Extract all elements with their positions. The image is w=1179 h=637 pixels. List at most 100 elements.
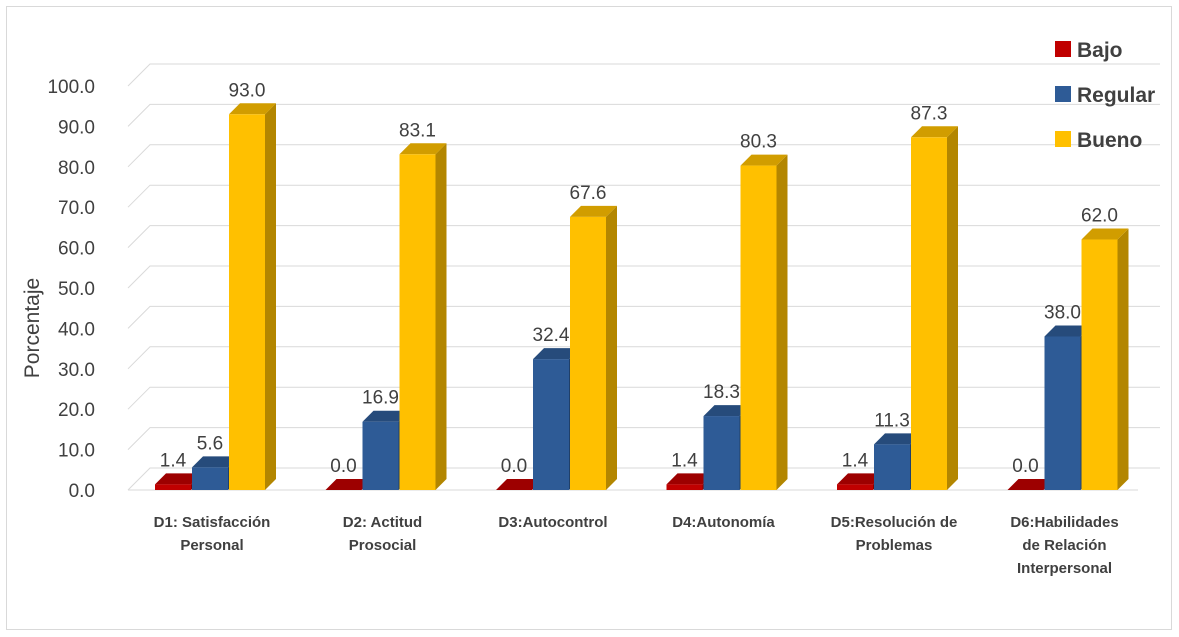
bar-top: [570, 205, 617, 217]
data-label: 1.4: [160, 450, 187, 471]
data-label: 1.4: [671, 450, 698, 471]
bar-top: [874, 433, 921, 445]
bar-side: [606, 205, 617, 490]
gridline: [127, 427, 1160, 450]
x-tick-label: D1: Satisfacción: [154, 514, 271, 531]
legend: Bajo Regular Bueno: [1055, 39, 1155, 152]
data-label: 80.3: [740, 132, 777, 153]
data-label: 0.0: [1012, 456, 1038, 477]
data-label: 83.1: [399, 120, 436, 141]
bar-top: [703, 405, 751, 417]
bar: [1081, 228, 1129, 490]
legend-label: Regular: [1077, 84, 1155, 107]
bar-front: [570, 216, 606, 490]
gridline: [127, 184, 1160, 208]
bar-top: [837, 473, 884, 485]
bar-front: [533, 359, 569, 490]
legend-label: Bueno: [1077, 129, 1142, 152]
y-tick-label: 100.0: [47, 77, 95, 98]
y-tick-label: 50.0: [58, 279, 95, 300]
bar-top: [325, 479, 373, 490]
gridline: [127, 305, 1160, 329]
bar: [570, 205, 617, 490]
bar-side: [265, 103, 276, 490]
bar-side: [776, 154, 788, 490]
x-tick-label: de Relación: [1022, 537, 1106, 554]
x-tick-label: Problemas: [856, 537, 933, 554]
data-label: 87.3: [911, 103, 948, 124]
bar-front: [837, 484, 873, 490]
x-tick-label: Prosocial: [349, 537, 417, 554]
x-tick-label: D6:Habilidades: [1010, 514, 1118, 531]
x-axis: D1: Satisfacción Personal D2: Actitud Proso…: [154, 514, 1119, 577]
legend-swatch: [1055, 131, 1071, 147]
gridline: [127, 467, 1160, 491]
bar-front: [1044, 336, 1081, 490]
gridline: [127, 386, 1160, 410]
data-label: 11.3: [874, 410, 910, 431]
data-label: 38.0: [1044, 302, 1081, 323]
bar-front: [1081, 239, 1118, 490]
bar-top: [399, 143, 447, 155]
data-label: 1.4: [842, 450, 869, 471]
bar-front: [229, 114, 265, 490]
bar-top: [496, 479, 543, 490]
y-tick-label: 60.0: [58, 239, 95, 260]
gridline: [127, 144, 1160, 168]
bar-top: [1081, 228, 1129, 240]
bar-side: [435, 143, 447, 490]
gridline: [127, 346, 1160, 370]
y-tick-label: 10.0: [58, 441, 95, 462]
data-label: 32.4: [533, 325, 570, 346]
x-tick-label: D3:Autocontrol: [498, 514, 607, 531]
bars: [155, 103, 1129, 491]
y-tick-label: 20.0: [58, 400, 95, 421]
bar: [911, 126, 958, 491]
data-labels: 1.4 5.6 93.0 0.0 16.9 83.1 0.0 32.4 67.6 1.4 18.3 8…: [160, 80, 1118, 477]
bar-front: [362, 421, 399, 490]
bar-top: [155, 473, 202, 485]
bar-top: [533, 348, 580, 360]
gridline: [127, 225, 1160, 248]
bar-front: [911, 137, 947, 491]
data-label: 16.9: [362, 388, 399, 409]
x-tick-label: Personal: [180, 537, 243, 554]
data-label: 5.6: [197, 433, 223, 454]
y-tick-label: 90.0: [58, 117, 95, 138]
bar: [399, 143, 447, 490]
data-label: 0.0: [330, 456, 356, 477]
gridline: [127, 63, 1160, 87]
bar: [496, 479, 543, 490]
bar-top: [362, 410, 410, 422]
data-label: 18.3: [703, 382, 740, 403]
bar-top: [911, 126, 958, 138]
y-axis-title: Porcentaje: [21, 278, 44, 378]
y-tick-label: 30.0: [58, 360, 95, 381]
bar-front: [155, 484, 191, 490]
bar-top: [229, 103, 276, 115]
y-tick-label: 70.0: [58, 198, 95, 219]
bar-front: [192, 467, 228, 490]
bar-top: [1007, 479, 1055, 490]
legend-label: Bajo: [1077, 39, 1123, 62]
legend-swatch: [1055, 41, 1071, 57]
legend-swatch: [1055, 86, 1071, 102]
bar-top: [666, 473, 714, 485]
y-tick-label: 0.0: [69, 481, 95, 502]
gridlines: [127, 63, 1160, 491]
x-tick-label: D4:Autonomía: [672, 514, 775, 531]
bar: [229, 103, 276, 490]
gridline: [127, 265, 1160, 289]
x-tick-label: D2: Actitud: [343, 514, 422, 531]
bar: [1007, 479, 1055, 490]
bar-side: [1117, 228, 1129, 490]
data-label: 93.0: [229, 80, 266, 101]
bar-front: [740, 165, 777, 490]
x-tick-label: Interpersonal: [1017, 560, 1112, 577]
data-label: 0.0: [501, 456, 527, 477]
y-tick-label: 80.0: [58, 158, 95, 179]
x-tick-label: D5:Resolución de: [831, 514, 958, 531]
bar-top: [740, 154, 788, 166]
bar-front: [666, 484, 703, 490]
